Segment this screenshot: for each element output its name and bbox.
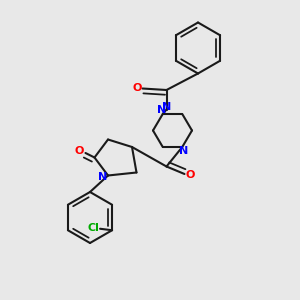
Text: N: N <box>157 105 166 116</box>
Text: O: O <box>75 146 84 157</box>
Text: O: O <box>132 82 142 93</box>
Text: N: N <box>179 146 188 156</box>
Text: N: N <box>162 101 171 112</box>
Text: O: O <box>185 169 195 180</box>
Text: N: N <box>98 172 107 182</box>
Text: Cl: Cl <box>88 223 99 233</box>
